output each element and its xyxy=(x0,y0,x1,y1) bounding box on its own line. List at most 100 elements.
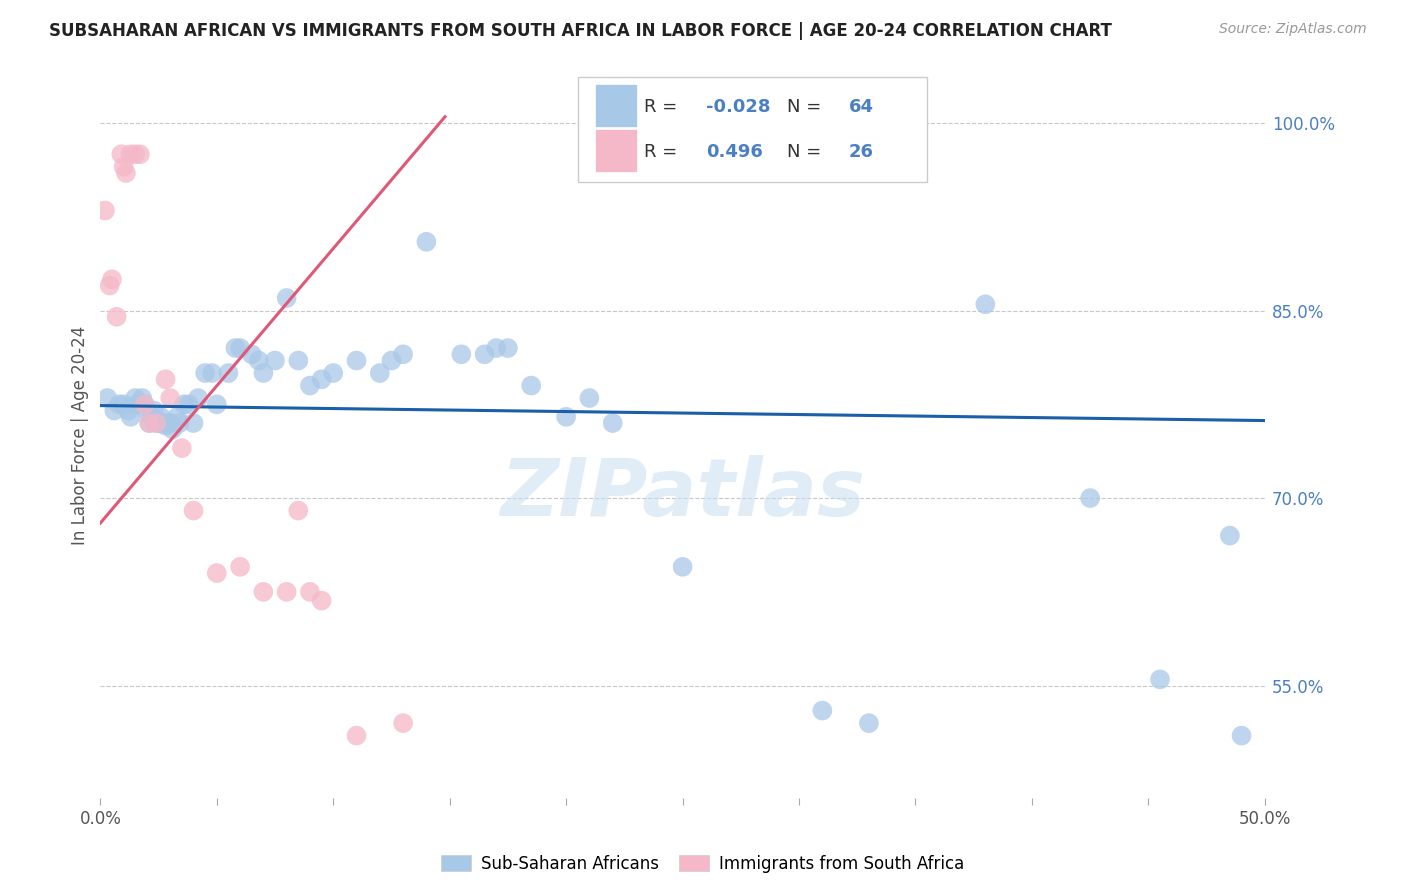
Point xyxy=(166,409,188,424)
Point xyxy=(177,397,200,411)
Point xyxy=(205,397,228,411)
Point xyxy=(187,391,209,405)
Text: -0.028: -0.028 xyxy=(706,97,770,116)
Point xyxy=(217,366,239,380)
Point xyxy=(247,353,270,368)
Point xyxy=(110,147,132,161)
Text: Source: ZipAtlas.com: Source: ZipAtlas.com xyxy=(1219,22,1367,37)
Point xyxy=(450,347,472,361)
Text: 0.496: 0.496 xyxy=(706,143,762,161)
Point xyxy=(298,584,321,599)
Point xyxy=(201,366,224,380)
Point xyxy=(671,559,693,574)
Point xyxy=(124,391,146,405)
Point xyxy=(115,166,138,180)
Point xyxy=(170,441,193,455)
Text: SUBSAHARAN AFRICAN VS IMMIGRANTS FROM SOUTH AFRICA IN LABOR FORCE | AGE 20-24 CO: SUBSAHARAN AFRICAN VS IMMIGRANTS FROM SO… xyxy=(49,22,1112,40)
Point xyxy=(276,584,298,599)
Point xyxy=(138,416,160,430)
Point xyxy=(124,147,146,161)
Point xyxy=(138,416,160,430)
Point xyxy=(346,729,368,743)
Point xyxy=(252,366,274,380)
Point xyxy=(108,397,131,411)
Point xyxy=(322,366,344,380)
Point xyxy=(120,409,142,424)
Point xyxy=(276,291,298,305)
Point xyxy=(103,403,125,417)
Point xyxy=(159,416,181,430)
Point xyxy=(240,347,263,361)
Point xyxy=(120,147,142,161)
Text: 64: 64 xyxy=(849,97,875,116)
Point xyxy=(298,378,321,392)
Text: 26: 26 xyxy=(849,143,875,161)
Point xyxy=(252,584,274,599)
Point xyxy=(156,416,179,430)
Legend: Sub-Saharan Africans, Immigrants from South Africa: Sub-Saharan Africans, Immigrants from So… xyxy=(434,848,972,880)
Point xyxy=(229,559,252,574)
Text: R =: R = xyxy=(644,97,683,116)
Point xyxy=(229,341,252,355)
Point xyxy=(117,403,139,417)
Point xyxy=(264,353,287,368)
Point xyxy=(496,341,519,355)
Point xyxy=(159,391,181,405)
Point xyxy=(287,353,309,368)
Point xyxy=(145,416,167,430)
Point xyxy=(811,704,834,718)
Point xyxy=(474,347,496,361)
Point xyxy=(380,353,402,368)
Point xyxy=(105,310,128,324)
Point xyxy=(94,203,117,218)
Point xyxy=(311,593,333,607)
Point xyxy=(1230,729,1253,743)
Text: N =: N = xyxy=(787,143,827,161)
Point xyxy=(136,403,159,417)
Point xyxy=(142,403,165,417)
Point xyxy=(194,366,217,380)
Point xyxy=(205,566,228,580)
Point xyxy=(162,422,184,436)
Point xyxy=(101,272,124,286)
Point xyxy=(155,418,177,433)
Point xyxy=(224,341,246,355)
Point xyxy=(169,416,191,430)
FancyBboxPatch shape xyxy=(595,84,637,127)
Point xyxy=(1149,673,1171,687)
Text: R =: R = xyxy=(644,143,683,161)
Point xyxy=(145,416,167,430)
Point xyxy=(148,416,170,430)
Point xyxy=(485,341,508,355)
Point xyxy=(152,416,174,430)
Point xyxy=(134,397,156,411)
Point xyxy=(974,297,997,311)
FancyBboxPatch shape xyxy=(578,77,927,182)
Text: ZIPatlas: ZIPatlas xyxy=(501,455,865,533)
Point xyxy=(602,416,624,430)
Point xyxy=(392,716,415,731)
Point xyxy=(112,397,135,411)
Point xyxy=(134,397,156,411)
Point xyxy=(183,503,205,517)
Point xyxy=(96,391,118,405)
Point xyxy=(1219,528,1241,542)
Point xyxy=(520,378,543,392)
Point xyxy=(392,347,415,361)
Point xyxy=(578,391,600,405)
Point xyxy=(346,353,368,368)
Point xyxy=(287,503,309,517)
Point xyxy=(858,716,880,731)
Point xyxy=(149,409,172,424)
FancyBboxPatch shape xyxy=(595,129,637,172)
Point xyxy=(112,160,135,174)
Point xyxy=(368,366,391,380)
Point xyxy=(131,391,153,405)
Point xyxy=(155,372,177,386)
Point xyxy=(1078,491,1101,505)
Point xyxy=(141,409,163,424)
Point xyxy=(129,147,152,161)
Text: N =: N = xyxy=(787,97,827,116)
Y-axis label: In Labor Force | Age 20-24: In Labor Force | Age 20-24 xyxy=(72,326,89,545)
Point xyxy=(127,397,149,411)
